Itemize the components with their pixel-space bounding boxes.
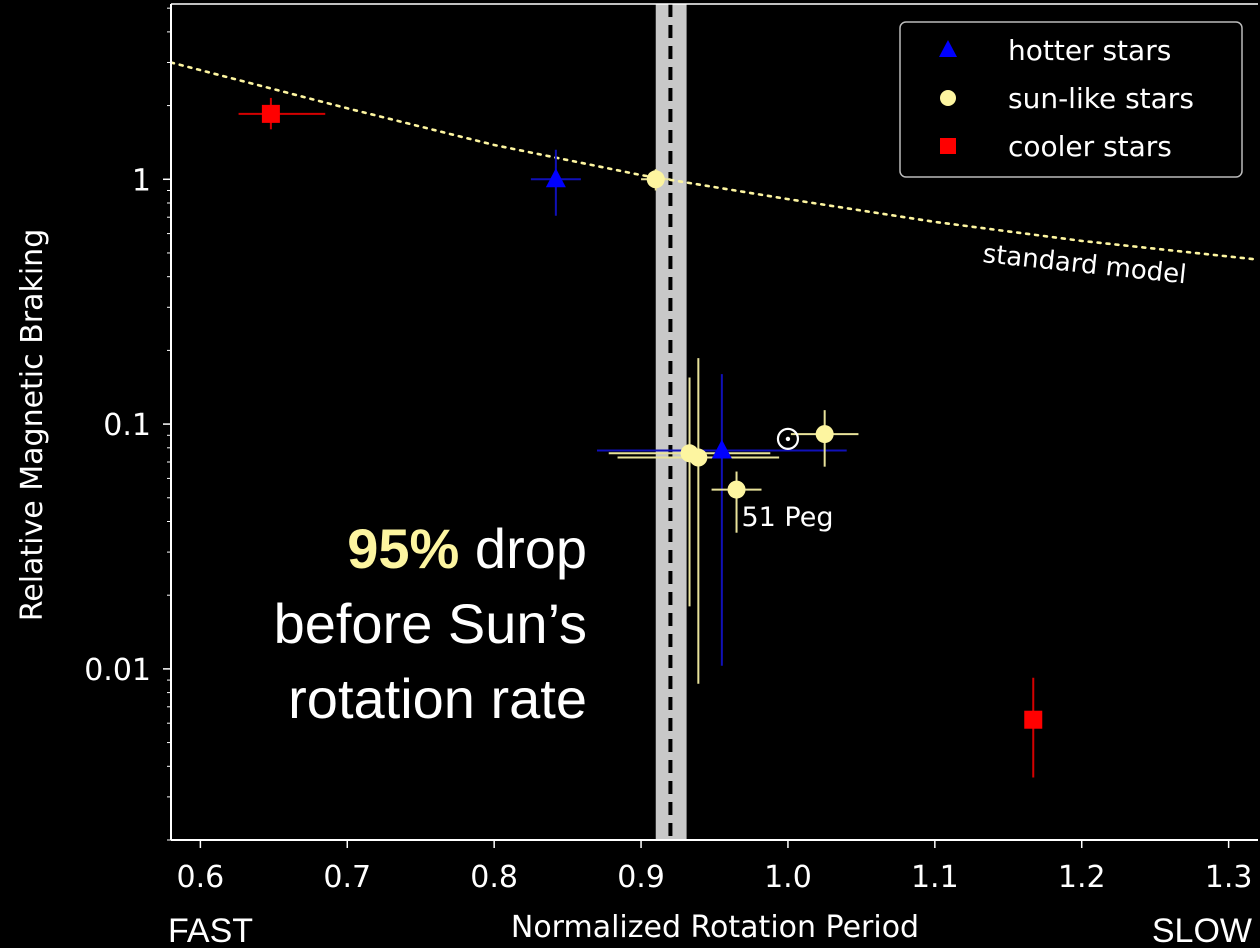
- hotter-stars-point-0: [545, 168, 566, 188]
- x-tick-label-0.7: 0.7: [323, 860, 371, 895]
- callout-line-3: rotation rate: [288, 667, 587, 730]
- x-tick-label-1.0: 1.0: [764, 860, 812, 895]
- callout-line-1-rest: drop: [459, 517, 587, 580]
- cooler-stars-point-0: [261, 104, 280, 123]
- legend-marker-sun-like-stars: [940, 90, 956, 106]
- x-tick-label-0.6: 0.6: [177, 860, 225, 895]
- sun-symbol-ring: [776, 427, 800, 450]
- x-axis-slow-label: SLOW: [1152, 912, 1252, 948]
- legend-box: [899, 21, 1243, 178]
- sun-like-stars-point-0: [646, 170, 665, 189]
- x-axis-fast-label: FAST: [168, 912, 253, 948]
- sun-like-stars-point-2: [689, 448, 708, 467]
- y-tick-label-0.01: 0.01: [84, 653, 151, 688]
- legend-label-hotter-stars: hotter stars: [1008, 34, 1171, 67]
- x-tick-label-1.1: 1.1: [911, 860, 959, 895]
- callout-line-2: before Sun’s: [274, 592, 587, 655]
- legend: hotter stars sun-like stars cooler stars: [899, 21, 1243, 178]
- y-tick-label-1: 1: [132, 163, 151, 198]
- x-tick-label-0.8: 0.8: [470, 860, 518, 895]
- threshold-band: [655, 4, 687, 840]
- legend-label-cooler-stars: cooler stars: [1008, 130, 1172, 163]
- x-tick-label-1.2: 1.2: [1058, 860, 1106, 895]
- callout-line-1: 95% drop: [347, 517, 587, 580]
- sun-like-stars-point-3: [727, 480, 746, 499]
- x-axis-label: Normalized Rotation Period: [511, 910, 919, 945]
- legend-label-sun-like-stars: sun-like stars: [1008, 82, 1194, 115]
- legend-marker-hotter-stars: [939, 40, 957, 57]
- callout-text: 95% drop before Sun’s rotation rate: [274, 517, 587, 730]
- annotation-51-peg: 51 Peg: [741, 502, 833, 533]
- x-tick-label-0.9: 0.9: [617, 860, 665, 895]
- cooler-stars-point-1: [1024, 710, 1043, 729]
- x-tick-label-1.3: 1.3: [1205, 860, 1253, 895]
- sun-like-stars-point-4: [815, 425, 834, 444]
- callout-highlight: 95%: [347, 517, 459, 580]
- legend-marker-cooler-stars: [940, 138, 956, 154]
- y-axis-label: Relative Magnetic Braking: [15, 229, 50, 622]
- hotter-stars-point-1: [711, 439, 732, 459]
- sun-symbol-dot: [785, 436, 791, 442]
- y-tick-label-0.1: 0.1: [103, 408, 151, 443]
- standard-model-curve: [171, 61, 1258, 261]
- sun-symbol-icon: [776, 427, 800, 450]
